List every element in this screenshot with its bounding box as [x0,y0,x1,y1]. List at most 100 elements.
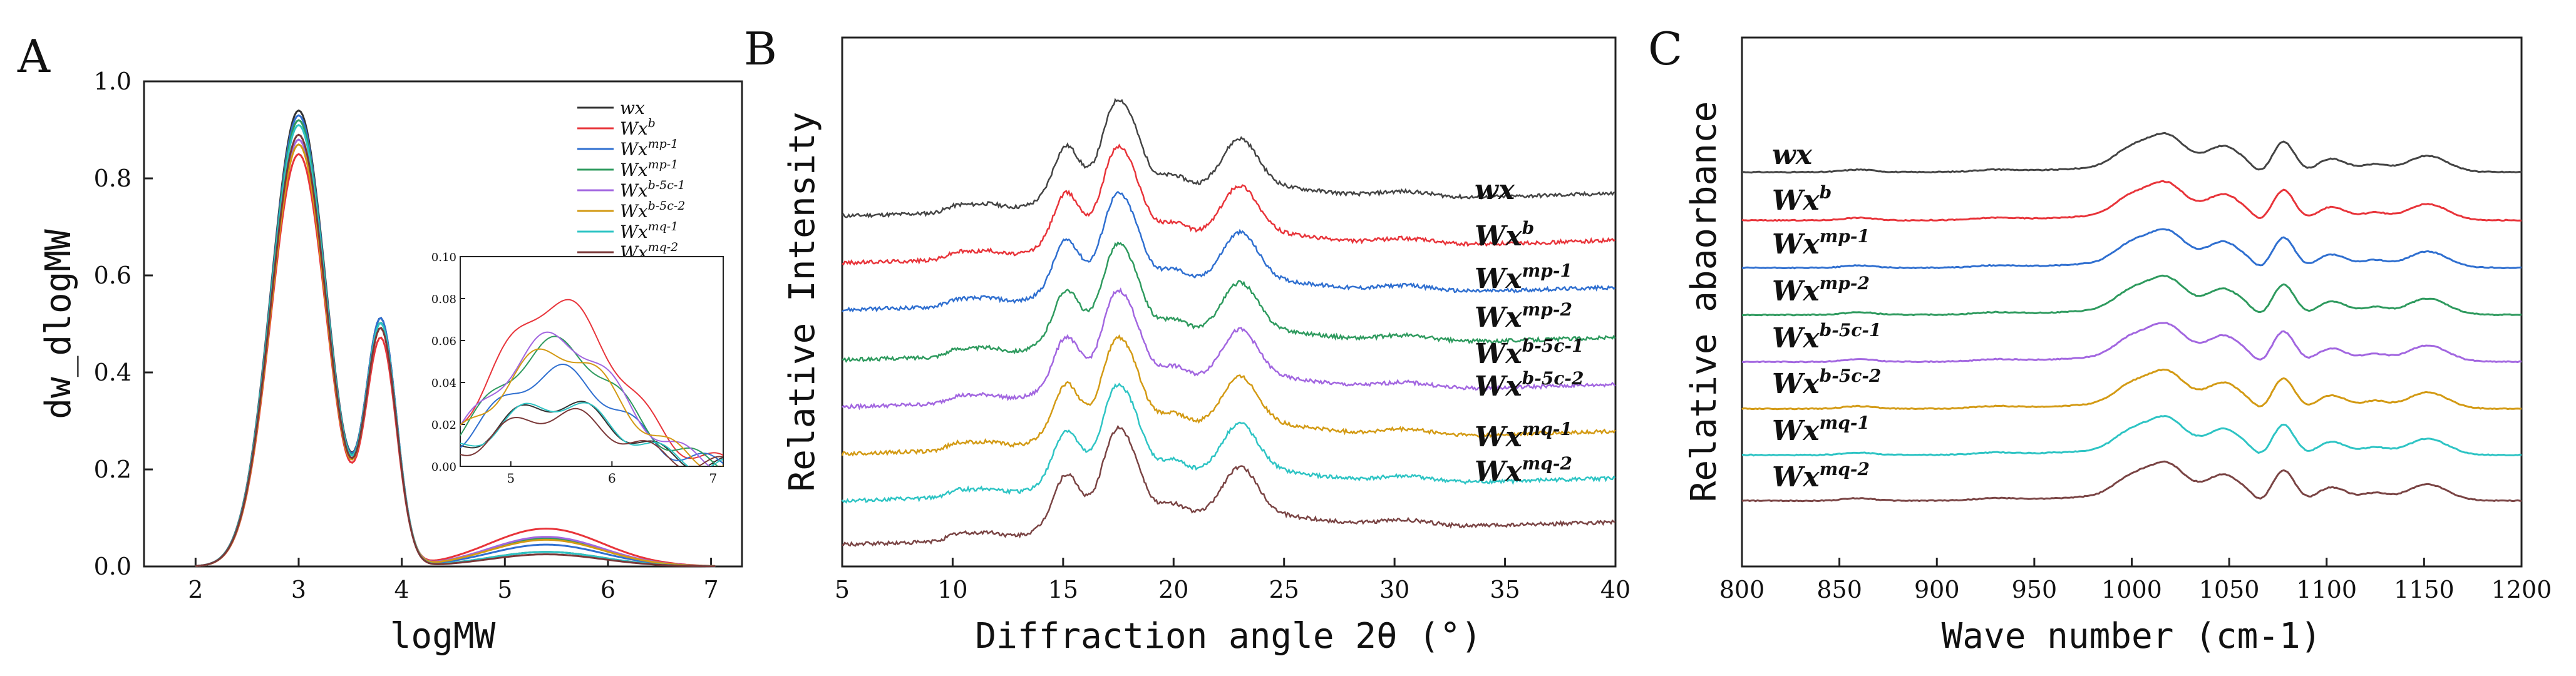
a-inset-ytick-label: 0.08 [431,293,456,306]
panel-b-ylabel: Relative Intensity [782,112,823,492]
c-series-line [1741,460,2522,503]
panel-label-b: B [744,23,777,75]
a-inset-series-line [460,407,723,466]
c-series-label: Wxmq-2 [1772,459,1870,493]
b-series-line [842,143,1615,266]
a-inset-series-line [460,348,723,466]
b-series-label: Wxb-5c-1 [1475,335,1584,370]
panel-c-frame [1741,36,2523,568]
c-series-label: Wxb-5c-1 [1772,320,1882,354]
a-inset-ytick-label: 0.10 [431,251,456,264]
a-inset-xtick-label: 5 [507,471,515,486]
b-series-label: Wxmp-1 [1475,260,1572,295]
b-xtick-label: 30 [1379,576,1409,603]
b-series-line [842,190,1616,313]
c-series-line [1741,414,2522,457]
a-xtick-label: 5 [497,576,512,603]
c-series-label: Wxb-5c-2 [1772,366,1882,400]
a-ytick-label: 0.0 [94,553,131,580]
b-xtick-label: 40 [1600,576,1631,603]
c-xtick-label: 850 [1816,576,1862,603]
c-xtick-label: 1000 [2101,576,2162,603]
b-series-line [841,334,1616,457]
b-xtick-label: 20 [1158,576,1188,603]
panel-b-xlabel: Diffraction angle 2θ (°) [975,616,1481,657]
a-legend-entry: Wxb-5c-2 [620,199,685,222]
a-ytick-label: 0.6 [94,262,131,289]
b-series-line [841,382,1616,504]
a-xtick-label: 4 [394,576,410,603]
c-xtick-label: 900 [1914,576,1960,603]
a-inset-ytick-label: 0.04 [431,377,456,390]
a-ytick-label: 0.8 [94,165,131,192]
c-series-line [1741,131,2522,174]
panel-b-frame [841,36,1617,568]
panel-label-a: A [17,30,51,83]
c-series-label: Wxmp-2 [1772,273,1870,307]
c-series-label: Wxmq-1 [1772,412,1870,447]
a-legend-entry: wx [620,98,645,118]
a-legend-entry: Wxmq-1 [620,220,678,242]
a-inset-xtick-label: 6 [608,471,616,486]
a-ytick-label: 0.4 [94,359,131,386]
c-series-label: Wxb [1772,182,1832,217]
c-series-label: Wxmp-1 [1772,226,1870,260]
a-ytick-label: 1.0 [94,68,131,95]
panel-a-xlabel: logMW [390,616,496,657]
a-inset-series-line [460,299,723,459]
panel-a-frame [143,80,743,568]
c-series-line [1741,322,2522,364]
b-series-line [842,98,1615,218]
c-xtick-label: 1100 [2296,576,2357,603]
panel-c: 800 850 900 950 1000 1050 1100 1150 1200 wx Wxb Wx… [1684,36,2552,657]
c-xtick-label: 1200 [2491,576,2552,603]
c-series-line [1741,274,2522,317]
a-inset-ytick-label: 0.00 [431,461,456,474]
c-series-label: wx [1772,139,1813,171]
b-series-label: Wxb [1475,218,1534,252]
panel-label-c: C [1648,23,1682,75]
b-xtick-label: 5 [835,576,850,603]
b-series-line [842,241,1616,363]
panel-b: 5 10 15 20 25 30 35 40 wxWxbWxmp-1Wxmp-2Wxb-5c-… [782,36,1631,657]
a-legend-entry: Wxb-5c-1 [620,178,685,201]
a-inset-series-line [460,363,723,464]
a-legend-entry: Wxmp-1 [620,137,678,160]
a-inset-series-line [460,335,719,466]
panel-c-ylabel: Relative abaorbance [1684,101,1724,503]
panel-a-ylabel: dw_dlogMW [38,229,79,419]
a-inset-ytick-label: 0.06 [431,335,456,348]
b-series-label: Wxmq-1 [1475,419,1572,453]
c-xtick-label: 950 [2012,576,2058,603]
a-xtick-label: 7 [704,576,719,603]
c-xtick-label: 800 [1719,576,1765,603]
c-series-line [1741,368,2522,411]
a-xtick-label: 2 [188,576,203,603]
b-xtick-label: 25 [1269,576,1299,603]
b-series-label: wx [1475,174,1515,206]
b-series-label: Wxmp-2 [1475,299,1572,334]
c-xtick-label: 1150 [2394,576,2455,603]
a-legend-entry: Wxmp-1 [620,158,678,180]
a-inset-ytick-label: 0.02 [431,419,456,432]
a-xtick-label: 6 [600,576,616,603]
b-series-label: Wxb-5c-2 [1475,368,1584,402]
b-xtick-label: 35 [1490,576,1520,603]
b-series-line [842,287,1616,411]
panel-c-xlabel: Wave number (cm-1) [1942,616,2322,657]
a-inset-series-line [460,331,711,466]
panel-a: 2 3 4 5 6 70.00.20.40.60.81.0 wxWxbWxmp-1Wxmp… [38,68,743,657]
b-series-line [842,424,1615,547]
a-ytick-label: 0.2 [94,456,131,483]
b-xtick-label: 15 [1048,576,1078,603]
b-series-label: Wxmq-2 [1475,453,1572,488]
c-series-line [1741,180,2522,222]
a-legend-entry: Wxb [620,116,656,139]
a-series-line [195,143,716,567]
a-xtick-label: 3 [291,576,306,603]
c-xtick-label: 1050 [2199,576,2260,603]
a-inset-xtick-label: 7 [709,471,717,486]
a-series-line [195,153,716,567]
c-series-line [1741,228,2522,270]
